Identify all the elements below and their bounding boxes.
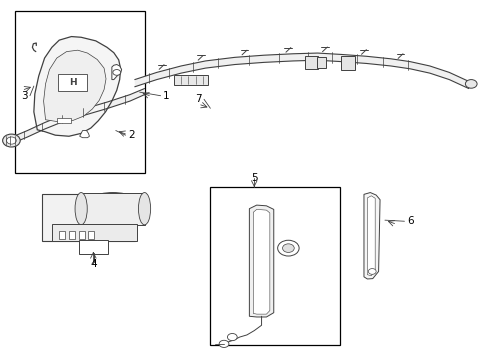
Circle shape bbox=[227, 333, 237, 341]
Circle shape bbox=[465, 80, 476, 88]
Polygon shape bbox=[253, 210, 269, 314]
Polygon shape bbox=[34, 37, 121, 136]
Polygon shape bbox=[112, 64, 122, 80]
Polygon shape bbox=[366, 196, 374, 276]
Bar bbox=[69, 231, 75, 239]
Bar bbox=[340, 56, 354, 69]
Bar bbox=[316, 57, 326, 68]
Text: 2: 2 bbox=[128, 130, 134, 140]
Bar bbox=[42, 194, 135, 241]
Polygon shape bbox=[135, 53, 468, 89]
Bar bbox=[79, 231, 84, 239]
Polygon shape bbox=[10, 89, 144, 144]
Circle shape bbox=[6, 137, 16, 144]
Text: 7: 7 bbox=[194, 94, 201, 104]
Bar bbox=[81, 193, 144, 225]
Text: 6: 6 bbox=[406, 216, 413, 226]
Text: H: H bbox=[69, 78, 77, 87]
Ellipse shape bbox=[81, 193, 144, 225]
Bar bbox=[57, 118, 71, 123]
Circle shape bbox=[277, 240, 299, 256]
Text: 1: 1 bbox=[163, 91, 169, 101]
Polygon shape bbox=[363, 193, 379, 279]
Ellipse shape bbox=[75, 193, 87, 225]
Bar bbox=[58, 74, 87, 91]
Circle shape bbox=[282, 244, 294, 252]
Bar bbox=[59, 231, 65, 239]
Text: 3: 3 bbox=[21, 91, 27, 101]
Bar bbox=[173, 75, 207, 85]
Bar bbox=[210, 187, 339, 345]
Bar bbox=[15, 12, 144, 173]
Circle shape bbox=[2, 134, 20, 147]
Circle shape bbox=[367, 269, 375, 274]
Bar bbox=[88, 231, 94, 239]
Circle shape bbox=[113, 69, 121, 75]
Polygon shape bbox=[43, 50, 106, 122]
Bar bbox=[305, 56, 317, 69]
Text: 4: 4 bbox=[90, 259, 97, 269]
Bar bbox=[79, 240, 108, 253]
Circle shape bbox=[219, 340, 228, 347]
Polygon shape bbox=[249, 205, 273, 317]
Polygon shape bbox=[80, 131, 89, 138]
Bar bbox=[52, 224, 137, 241]
Ellipse shape bbox=[138, 193, 150, 225]
Text: 5: 5 bbox=[250, 173, 257, 183]
